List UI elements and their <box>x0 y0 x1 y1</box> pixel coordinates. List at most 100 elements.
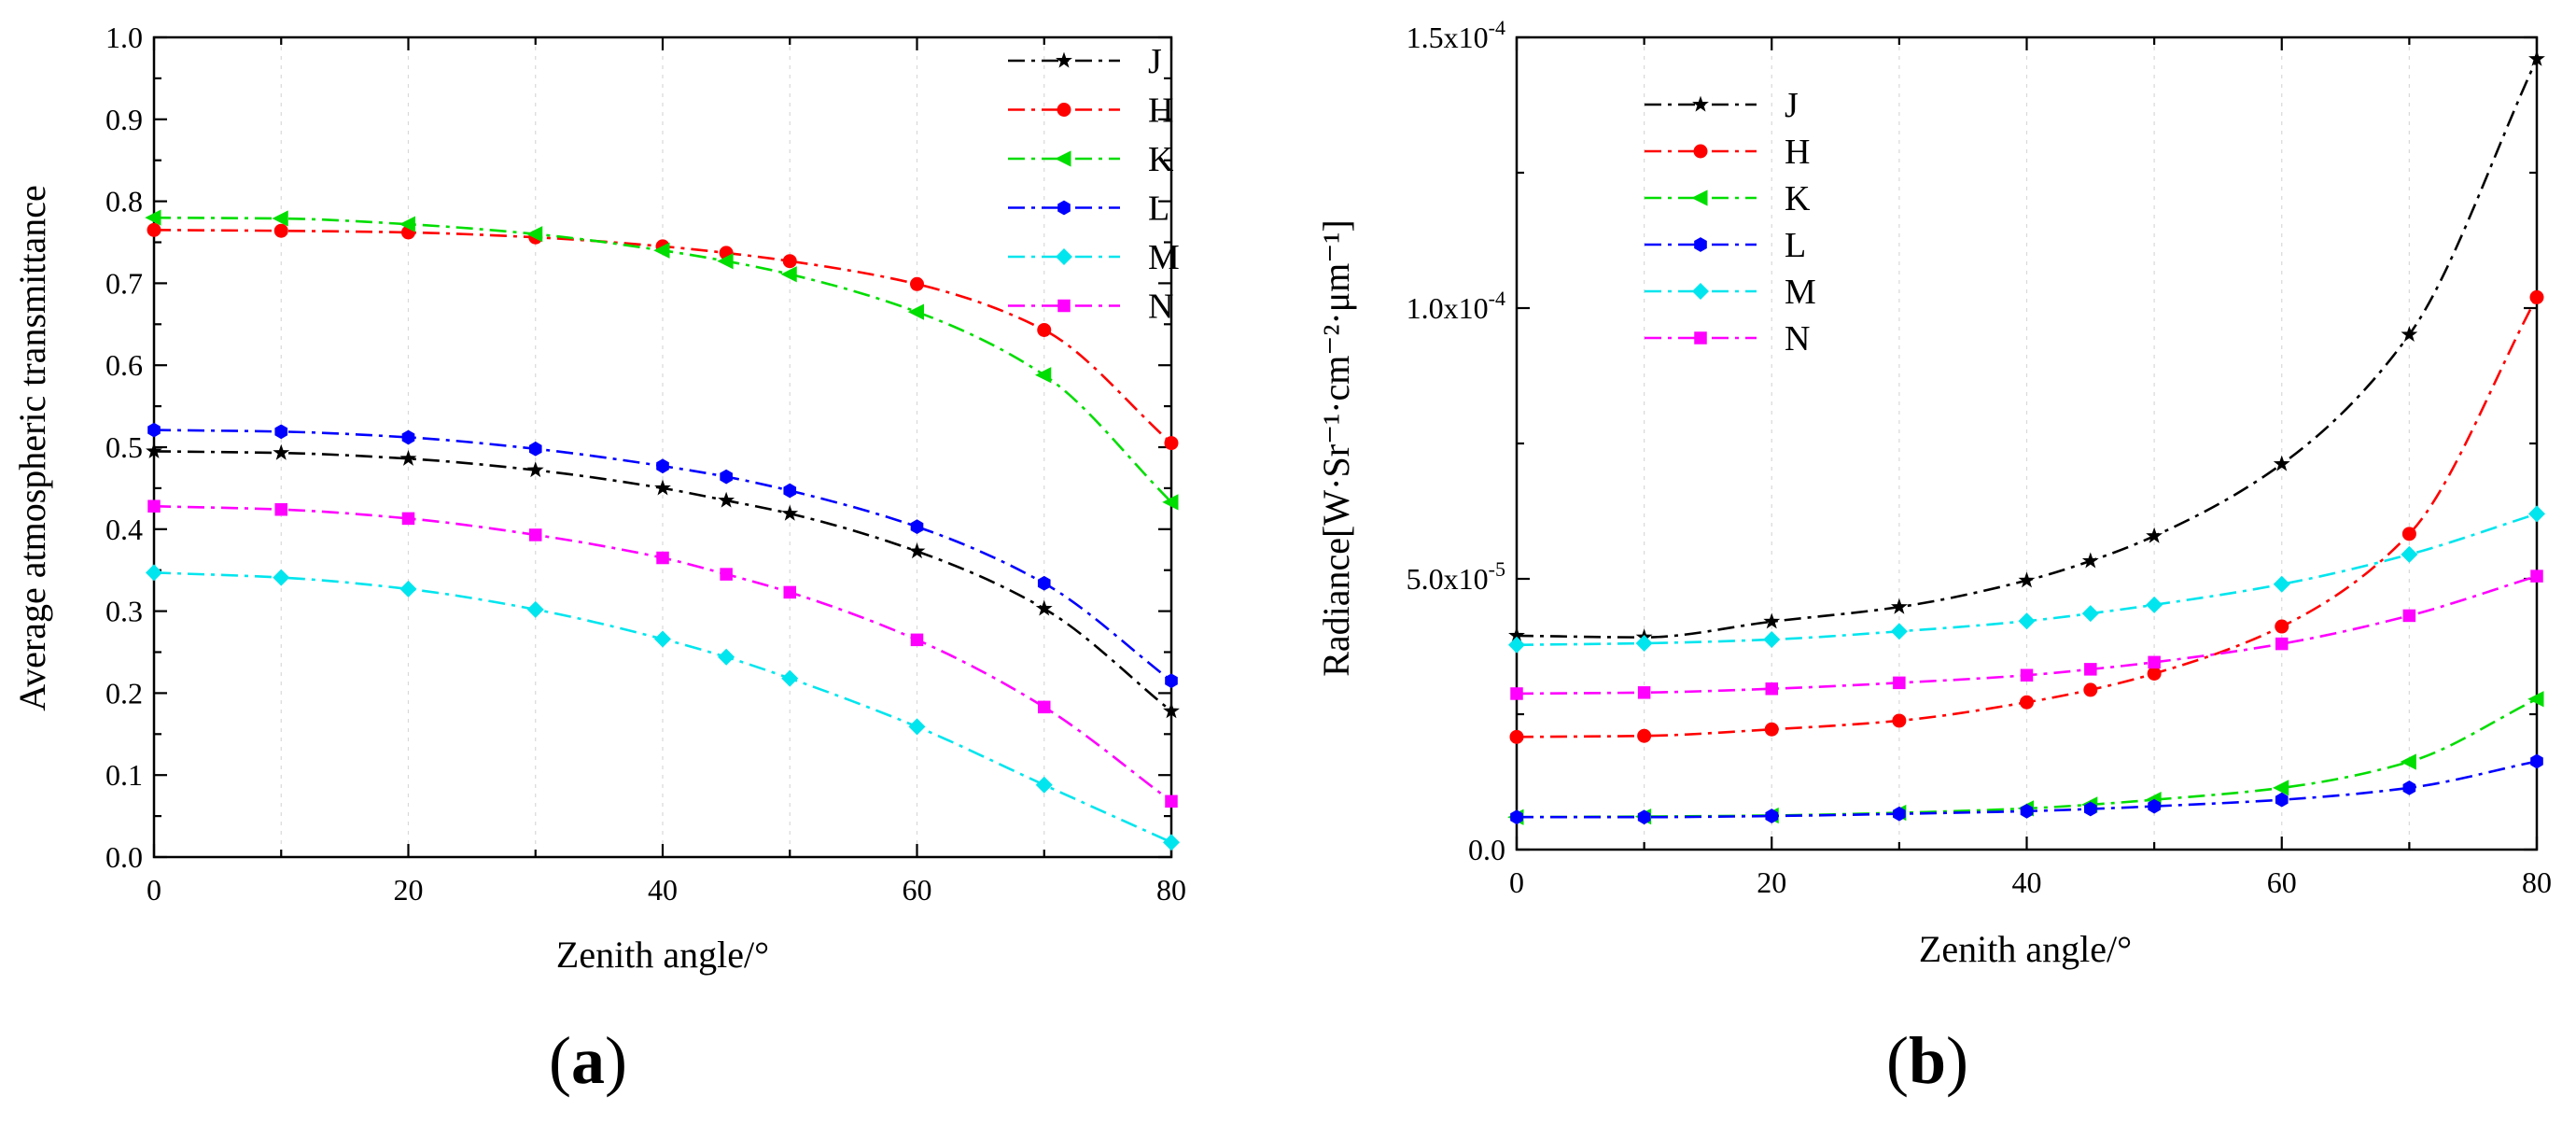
data-point-L <box>783 483 797 499</box>
panel-label-paren-open: ( <box>549 1023 571 1098</box>
series-K <box>145 209 1179 511</box>
data-point-H <box>2147 667 2162 681</box>
data-point-L <box>2083 801 2097 817</box>
y-tick-label: 0.8 <box>105 185 143 218</box>
y-tick-label: 0.5 <box>105 430 143 464</box>
data-point-L <box>910 519 924 535</box>
data-point-M <box>2401 545 2418 563</box>
legend-label: N <box>1785 319 1810 359</box>
x-tick-label: 60 <box>2267 865 2297 899</box>
legend-item-J: J <box>1008 42 1162 81</box>
data-point-N <box>1637 686 1651 699</box>
data-point-J <box>908 542 926 559</box>
panel-label-letter: b <box>1909 1023 1946 1098</box>
legend-item-J: J <box>1645 86 1799 125</box>
data-point-H <box>2275 619 2289 634</box>
data-point-J <box>718 491 735 508</box>
data-point-N <box>720 568 733 581</box>
data-point-J <box>654 479 671 496</box>
data-point-N <box>147 499 161 513</box>
y-tick-label: 5.0x10-5 <box>1407 557 1505 596</box>
data-point-N <box>1165 795 1178 809</box>
y-tick-label: 1.0x10-4 <box>1407 287 1505 325</box>
data-point-H <box>2529 289 2544 304</box>
panel-b-radiance-chart: 0 20 40 60 800.05.0x10-51.0x10-41.5x10-4Zeni… <box>1315 16 2552 1098</box>
legend-item-N: N <box>1008 288 1173 327</box>
legend-marker-N <box>1057 299 1071 313</box>
series-M <box>1508 505 2545 654</box>
data-point-M <box>2528 505 2545 523</box>
legend-label: H <box>1785 133 1810 172</box>
data-point-N <box>401 512 415 526</box>
y-tick-label: 0.1 <box>105 758 143 792</box>
data-point-K <box>1162 494 1179 511</box>
panel-label-paren-close: ) <box>1946 1023 1968 1098</box>
data-point-J <box>1763 612 1781 629</box>
y-axis-label: Radiance[W·Sr⁻¹·cm⁻²·μm⁻¹] <box>1315 219 1357 676</box>
data-point-N <box>529 528 542 541</box>
data-point-L <box>1165 673 1178 689</box>
legend-item-M: M <box>1645 273 1816 312</box>
data-point-H <box>273 223 288 238</box>
y-tick-label-base: 0.0 <box>1468 833 1505 866</box>
data-point-H <box>1037 322 1052 337</box>
legend-marker-J <box>1056 51 1072 68</box>
data-point-N <box>2148 655 2161 669</box>
data-point-K <box>145 209 161 226</box>
data-point-M <box>526 600 544 618</box>
data-point-H <box>1164 436 1179 451</box>
panel-a-transmittance-chart: 0 20 40 60 80 0.0 0.1 0.2 0.3 0.4 0.5 0.6 0.7 0.8 0.9 1… <box>11 21 1186 1098</box>
data-point-H <box>1892 713 1907 728</box>
y-tick-label: 0.3 <box>105 595 143 628</box>
series-line-L <box>1517 760 2538 819</box>
data-point-K <box>780 266 797 283</box>
x-tick-label: 40 <box>648 873 678 907</box>
data-point-M <box>718 648 735 666</box>
series-L <box>1510 753 2543 825</box>
data-point-K <box>2527 691 2544 708</box>
legend-item-L: L <box>1645 226 1806 265</box>
data-point-K <box>1035 367 1052 384</box>
data-point-L <box>1037 575 1051 591</box>
legend-label: N <box>1148 288 1173 327</box>
x-tick-label: 20 <box>1757 865 1786 899</box>
data-point-N <box>2084 663 2097 676</box>
data-point-M <box>1163 834 1180 851</box>
data-point-L <box>1765 809 1779 823</box>
x-tick-label: 20 <box>394 873 424 907</box>
series-line-N <box>153 504 1172 803</box>
data-point-J <box>1035 599 1053 616</box>
x-tick-label: 60 <box>903 873 932 907</box>
data-point-L <box>2020 803 2034 819</box>
data-point-M <box>654 630 671 648</box>
legend-marker-L <box>1694 237 1707 252</box>
data-point-J <box>146 443 162 458</box>
data-point-N <box>783 585 796 599</box>
y-tick-label: 0.0 <box>1468 833 1505 866</box>
series-line-H <box>153 229 1172 444</box>
legend-item-K: K <box>1645 179 1811 218</box>
series-line-N <box>1516 574 2538 696</box>
data-point-J <box>1508 626 1525 643</box>
legend-label: K <box>1785 179 1811 218</box>
data-point-M <box>399 580 417 598</box>
legend-marker-L <box>1057 200 1071 216</box>
data-point-J <box>2018 571 2036 588</box>
data-point-N <box>1893 676 1906 690</box>
panel-label-paren-close: ) <box>605 1023 627 1098</box>
data-point-N <box>2275 637 2289 651</box>
series-line-K <box>153 216 1172 503</box>
x-axis-label: Zenith angle/° <box>1919 928 2132 970</box>
data-point-M <box>2081 605 2099 623</box>
legend-marker-H <box>1693 144 1708 159</box>
data-point-M <box>1508 636 1525 654</box>
legend-item-H: H <box>1645 133 1810 172</box>
data-point-N <box>2530 570 2543 583</box>
data-point-J <box>399 449 417 466</box>
y-tick-label: 1.5x10-4 <box>1407 16 1505 54</box>
series-N <box>147 499 1178 809</box>
series-line-L <box>153 429 1172 682</box>
data-point-H <box>782 254 797 269</box>
data-point-J <box>781 504 799 521</box>
x-axis-label: Zenith angle/° <box>556 934 769 976</box>
